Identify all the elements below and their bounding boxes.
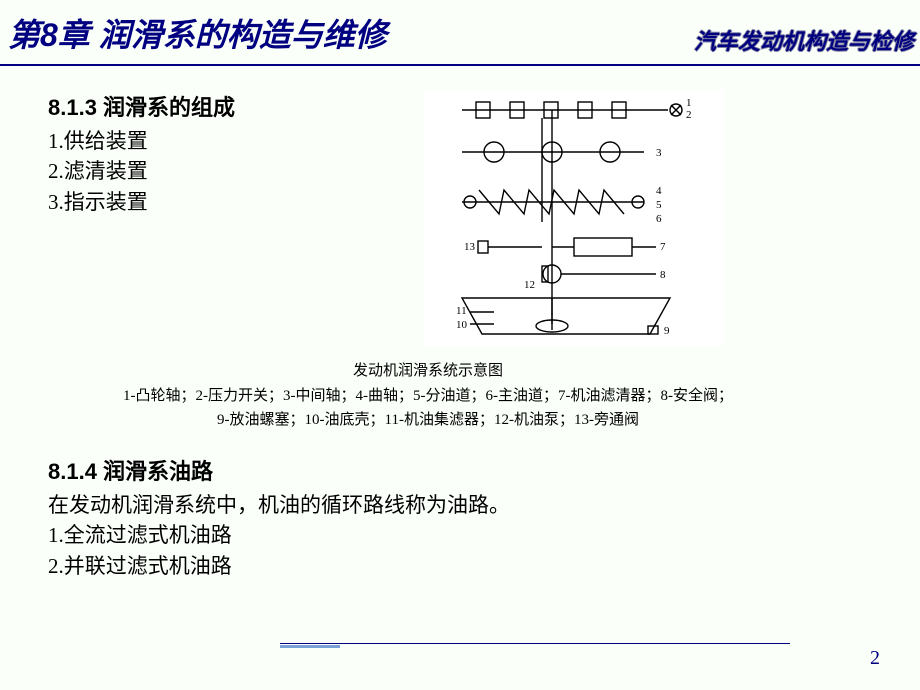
diagram-label-6: 6 <box>656 213 662 225</box>
lubrication-diagram: 1 2 3 4 5 6 7 8 9 10 11 12 13 <box>424 90 724 346</box>
section2-item-1: 1.全流过滤式机油路 <box>48 520 872 550</box>
section2-item-2: 2.并联过滤式机油路 <box>48 551 872 581</box>
page-number: 2 <box>870 647 880 670</box>
section1-item-2: 2.滤清装置 <box>48 156 235 186</box>
caption-line-1: 1-凸轮轴；2-压力开关；3-中间轴；4-曲轴；5-分油道；6-主油道；7-机油… <box>48 385 808 408</box>
diagram-label-7: 7 <box>660 241 666 253</box>
section1-item-3: 3.指示装置 <box>48 187 235 217</box>
diagram-label-13: 13 <box>464 241 476 253</box>
diagram-label-12: 12 <box>524 279 535 291</box>
diagram-label-3: 3 <box>656 147 662 159</box>
footer-accent <box>280 645 340 648</box>
section-813: 8.1.3 润滑系的组成 1.供给装置 2.滤清装置 3.指示装置 <box>48 90 235 217</box>
diagram-label-2: 2 <box>686 109 692 121</box>
upper-row: 8.1.3 润滑系的组成 1.供给装置 2.滤清装置 3.指示装置 <box>48 90 872 346</box>
footer-rule <box>280 643 790 644</box>
diagram-label-11: 11 <box>456 305 467 317</box>
course-name: 汽车发动机构造与检修 <box>694 24 914 56</box>
diagram-label-4: 4 <box>656 185 662 197</box>
section-813-heading: 8.1.3 润滑系的组成 <box>48 90 235 122</box>
caption-line-2: 9-放油螺塞；10-油底壳；11-机油集滤器；12-机油泵；13-旁通阀 <box>48 409 808 432</box>
diagram-label-1: 1 <box>686 97 692 109</box>
diagram-label-8: 8 <box>660 269 666 281</box>
section1-item-1: 1.供给装置 <box>48 126 235 156</box>
slide-header: 第8章 润滑系的构造与维修 汽车发动机构造与检修 <box>0 0 920 62</box>
section-814-heading: 8.1.4 润滑系油路 <box>48 454 872 486</box>
diagram-label-10: 10 <box>456 319 468 331</box>
section2-intro: 在发动机润滑系统中，机油的循环路线称为油路。 <box>48 490 872 520</box>
diagram-label-9: 9 <box>664 325 670 337</box>
diagram-column: 1 2 3 4 5 6 7 8 9 10 11 12 13 <box>275 90 872 346</box>
section-814: 8.1.4 润滑系油路 在发动机润滑系统中，机油的循环路线称为油路。 1.全流过… <box>48 454 872 581</box>
diagram-caption: 发动机润滑系统示意图 1-凸轮轴；2-压力开关；3-中间轴；4-曲轴；5-分油道… <box>48 360 808 432</box>
slide-content: 8.1.3 润滑系的组成 1.供给装置 2.滤清装置 3.指示装置 <box>0 66 920 581</box>
caption-title: 发动机润滑系统示意图 <box>48 360 808 383</box>
diagram-label-5: 5 <box>656 199 662 211</box>
